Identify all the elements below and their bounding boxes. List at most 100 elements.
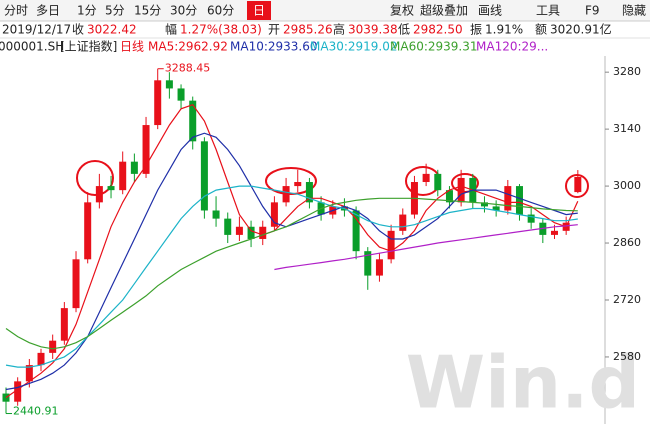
toolbar-button[interactable]: 复权 (390, 4, 414, 18)
y-tick-label: 2860 (613, 236, 641, 249)
candle-body (177, 88, 185, 101)
info-label: 高 (333, 22, 345, 37)
info-value: 3020.91亿 (550, 22, 612, 37)
annotation: 3288.45 (165, 62, 211, 75)
watermark: Win.d (406, 341, 640, 424)
candle-body (224, 218, 232, 235)
info-value: 2982.50 (413, 23, 463, 37)
candle-body (84, 202, 92, 260)
candle-body (49, 340, 57, 353)
y-tick-label: 2580 (613, 350, 641, 363)
toolbar-button[interactable]: 隐藏 (622, 4, 646, 18)
candle-body (165, 80, 173, 89)
toolbar-button[interactable]: 多日 (36, 4, 60, 18)
candle-body (550, 230, 558, 235)
period: 日线 (120, 40, 144, 54)
hand-drawn-circles (76, 160, 589, 198)
info-label: 开 (268, 23, 280, 37)
legend-entry: MA60:2939.31 (390, 40, 478, 54)
info-label: 额 (535, 23, 547, 37)
candle-body (2, 393, 10, 402)
candle-body (434, 173, 442, 191)
candle-body (457, 177, 465, 203)
toolbar-button[interactable]: 超级叠加 (420, 3, 468, 18)
info-value: 3022.42 (87, 23, 137, 37)
candle-body (37, 352, 45, 366)
ma-line (5, 197, 578, 350)
info-value: 1.27%(38.03) (180, 23, 262, 37)
toolbar-button[interactable]: 5分 (105, 4, 125, 18)
circle (451, 173, 479, 193)
candle-body (387, 230, 395, 260)
info-label: 收 (72, 23, 84, 37)
candle-body (527, 214, 535, 223)
toolbar-button[interactable]: 工具 (536, 4, 560, 18)
y-tick-label: 2720 (613, 293, 641, 306)
candle-body (399, 214, 407, 231)
candle-body (270, 202, 278, 227)
candle-body (294, 182, 302, 187)
candle-body (422, 173, 430, 183)
info-value: 3039.38 (348, 23, 398, 37)
code: 000001.SH (0, 40, 64, 54)
candle-body (60, 308, 68, 341)
candle-body (515, 186, 523, 215)
candle-body (95, 186, 103, 203)
candle-body (480, 202, 488, 207)
circle (565, 174, 589, 198)
info-date: 2019/12/17 (2, 23, 71, 37)
ma-line (5, 103, 579, 399)
legend-entry: MA10:2933.60 (230, 40, 318, 54)
candle-body (107, 186, 115, 191)
toolbar-button[interactable]: 画线 (478, 4, 502, 18)
info-label: 幅 (165, 22, 177, 37)
toolbar-button[interactable]: 1分 (77, 4, 97, 18)
candle-body (445, 190, 453, 203)
info-label: 振 (470, 23, 482, 37)
legend-entry: MA30:2919.02 (310, 40, 398, 54)
candle-body (375, 259, 383, 276)
toolbar-button[interactable]: 15分 (134, 4, 161, 18)
circle (265, 167, 317, 195)
candle-body (189, 100, 197, 142)
ma-line (5, 132, 578, 391)
candle-body (14, 381, 22, 402)
legend-entry: MA5:2962.92 (148, 40, 228, 54)
candle-body (259, 226, 267, 239)
y-tick-label: 3000 (613, 179, 641, 192)
candle-body (492, 206, 500, 211)
candle-body (247, 226, 255, 239)
candle-body (574, 176, 582, 193)
candle-body (504, 186, 512, 211)
candle-body (282, 186, 290, 203)
legend-entry: MA120:29... (476, 40, 548, 54)
y-tick-label: 3140 (613, 122, 641, 135)
candle-body (352, 210, 360, 252)
toolbar-button[interactable]: 日 (253, 4, 265, 18)
candle-body (130, 161, 138, 174)
candle-body (364, 251, 372, 276)
toolbar-button[interactable]: 分时 (4, 4, 28, 18)
ma-line (5, 185, 578, 368)
candle-body (235, 226, 243, 235)
candle-body (200, 141, 208, 211)
candle-body (119, 161, 127, 191)
info-value: 2985.26 (283, 23, 333, 37)
annotation: 2440.91 (13, 405, 59, 418)
ma-line (274, 224, 578, 271)
toolbar-button[interactable]: 60分 (207, 4, 234, 18)
candle-body (212, 210, 220, 219)
toolbar-button[interactable]: F9 (585, 4, 600, 18)
candle-body (142, 125, 150, 174)
active-tab-bg (247, 1, 271, 20)
candle-body (305, 182, 313, 203)
info-label: 低 (398, 23, 410, 37)
index-name: [上证指数] (60, 39, 117, 54)
candle-body (25, 365, 33, 382)
candle-body (154, 80, 162, 126)
candle-body (72, 259, 80, 309)
toolbar-bg (0, 0, 650, 21)
toolbar-button[interactable]: 30分 (170, 4, 197, 18)
circle (76, 160, 114, 196)
